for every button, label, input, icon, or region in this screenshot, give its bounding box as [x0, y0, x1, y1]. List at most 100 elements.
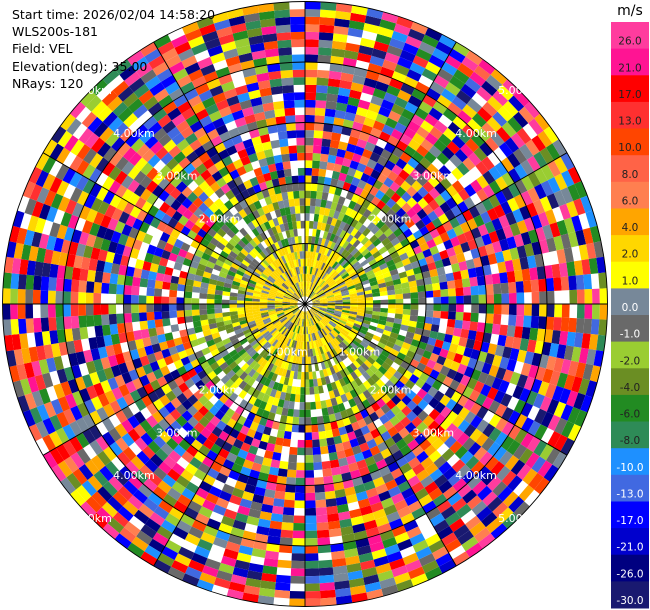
velocity-gate — [496, 465, 511, 482]
velocity-gate — [326, 309, 335, 314]
velocity-gate — [288, 252, 294, 261]
velocity-gate — [270, 364, 278, 374]
velocity-gate — [187, 405, 199, 417]
velocity-gate — [507, 475, 523, 492]
velocity-gate — [336, 279, 345, 286]
velocity-gate — [316, 289, 324, 296]
velocity-gate — [334, 298, 343, 301]
velocity-gate — [335, 362, 343, 372]
velocity-gate — [29, 407, 43, 424]
velocity-gate — [274, 332, 282, 340]
velocity-gate — [422, 415, 435, 427]
velocity-gate — [246, 476, 258, 487]
velocity-gate — [276, 123, 287, 133]
velocity-gate — [320, 1, 337, 11]
velocity-gate — [246, 27, 263, 38]
velocity-gate — [305, 24, 320, 33]
velocity-gate — [318, 567, 334, 576]
velocity-gate — [327, 78, 341, 88]
velocity-gate — [419, 356, 430, 366]
velocity-gate — [35, 152, 50, 171]
velocity-gate — [335, 228, 343, 237]
velocity-gate — [245, 288, 254, 293]
velocity-gate — [305, 77, 317, 85]
velocity-gate — [400, 324, 409, 332]
velocity-gate — [275, 574, 291, 584]
velocity-gate — [326, 351, 333, 360]
velocity-gate — [364, 581, 382, 593]
velocity-gate — [346, 562, 362, 573]
velocity-gate — [214, 299, 222, 304]
velocity-gate — [246, 317, 255, 323]
velocity-gate — [148, 121, 163, 136]
velocity-gate — [337, 266, 345, 274]
velocity-gate — [305, 107, 316, 116]
velocity-gate — [169, 87, 184, 101]
velocity-gate — [149, 141, 164, 155]
velocity-gate — [332, 404, 341, 414]
velocity-gate — [89, 183, 102, 198]
velocity-gate — [43, 451, 58, 469]
velocity-gate — [318, 32, 334, 41]
velocity-gate — [215, 99, 230, 111]
velocity-gate — [244, 483, 257, 494]
velocity-gate — [152, 185, 164, 198]
velocity-gate — [580, 395, 593, 413]
velocity-gate — [246, 121, 258, 132]
velocity-gate — [283, 345, 289, 354]
velocity-gate — [78, 127, 94, 144]
velocity-gate — [497, 486, 513, 502]
velocity-gate — [222, 246, 232, 255]
velocity-gate — [43, 190, 57, 207]
velocity-gate — [334, 187, 343, 197]
velocity-gate — [282, 300, 291, 303]
velocity-gate — [290, 363, 296, 372]
velocity-gate — [337, 281, 346, 287]
velocity-gate — [296, 137, 305, 146]
velocity-gate — [414, 162, 427, 175]
velocity-gate — [319, 297, 327, 301]
velocity-gate — [345, 191, 355, 201]
velocity-gate — [534, 408, 547, 425]
velocity-gate — [453, 371, 464, 383]
velocity-gate — [283, 309, 292, 314]
velocity-gate — [357, 418, 367, 429]
velocity-gate — [307, 311, 310, 319]
velocity-gate — [510, 132, 526, 149]
velocity-gate — [205, 421, 217, 433]
velocity-gate — [409, 533, 426, 546]
velocity-gate — [458, 188, 470, 201]
velocity-gate — [336, 322, 345, 329]
velocity-gate — [123, 480, 138, 496]
velocity-gate — [324, 375, 331, 385]
velocity-gate — [508, 292, 517, 304]
velocity-gate — [193, 320, 202, 328]
velocity-gate — [398, 169, 410, 181]
velocity-gate — [492, 240, 503, 254]
velocity-gate — [315, 401, 322, 410]
velocity-gate — [313, 324, 318, 333]
velocity-gate — [344, 324, 353, 331]
velocity-gate — [202, 271, 212, 279]
velocity-gate — [294, 292, 300, 299]
velocity-gate — [85, 360, 97, 375]
velocity-gate — [2, 272, 12, 289]
velocity-gate — [118, 264, 128, 276]
velocity-gate — [76, 448, 91, 464]
velocity-gate — [43, 249, 54, 264]
velocity-gate — [138, 312, 148, 322]
velocity-gate — [332, 364, 340, 374]
velocity-gate — [358, 273, 368, 280]
velocity-gate — [43, 139, 58, 157]
velocity-gate — [277, 351, 284, 360]
velocity-gate — [309, 386, 315, 395]
velocity-gate — [317, 544, 332, 554]
velocity-gate — [342, 304, 351, 307]
velocity-gate — [253, 455, 264, 465]
velocity-gate — [312, 275, 316, 283]
range-ring-label: 5.00km — [498, 84, 540, 97]
velocity-gate — [406, 526, 422, 539]
velocity-gate — [295, 267, 299, 275]
velocity-gate — [99, 126, 114, 143]
velocity-gate — [375, 408, 385, 419]
